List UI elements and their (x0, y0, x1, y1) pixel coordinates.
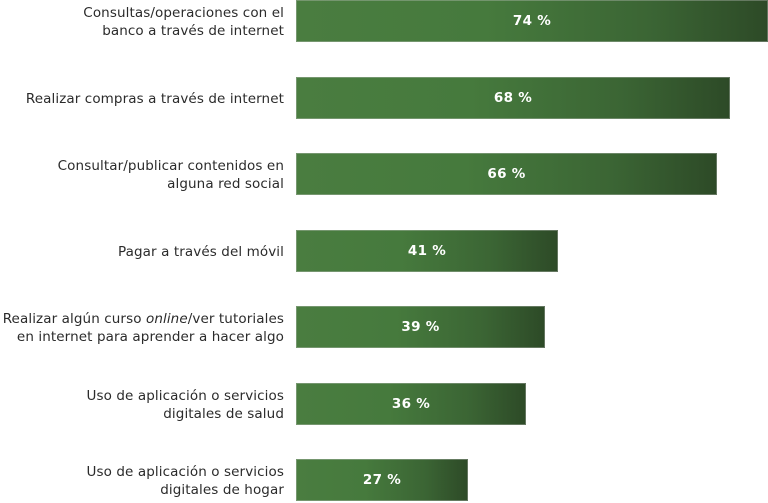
label-line: Realizar compras a través de internet (25, 90, 284, 107)
bar: 36 % (296, 383, 526, 425)
category-label: Pagar a través del móvil (0, 230, 284, 273)
label-text: /ver tutoriales (187, 310, 284, 327)
bar: 74 % (296, 0, 768, 42)
bar: 68 % (296, 77, 730, 119)
chart-row: Consultar/publicar contenidos en alguna r… (0, 153, 768, 196)
value-label: 74 % (512, 13, 552, 29)
label-line: en internet para aprender a hacer algo (16, 328, 284, 345)
bar: 39 % (296, 306, 545, 348)
chart-row: Uso de aplicación o servicios digitales d… (0, 459, 768, 502)
label-line: banco a través de internet (102, 22, 284, 39)
value-label: 66 % (487, 166, 526, 182)
bar: 66 % (296, 153, 717, 195)
label-line: Realizar algún curso online/ver tutorial… (3, 311, 284, 327)
label-line: Uso de aplicación o servicios (86, 463, 284, 480)
chart-row: Realizar algún curso online/ver tutorial… (0, 306, 768, 349)
bar: 27 % (296, 459, 468, 501)
category-label: Uso de aplicación o servicios digitales d… (0, 459, 284, 502)
chart-row: Consultas/operaciones con el banco a trav… (0, 0, 768, 43)
category-label: Uso de aplicación o servicios digitales d… (0, 383, 284, 426)
label-line: alguna red social (167, 175, 284, 192)
label-line: Consultar/publicar contenidos en (57, 157, 284, 174)
label-line: Pagar a través del móvil (117, 243, 284, 260)
label-line: Consultas/operaciones con el (83, 4, 284, 21)
label-line: digitales de hogar (160, 481, 284, 498)
value-label: 27 % (362, 472, 402, 488)
label-line: Uso de aplicación o servicios (86, 387, 284, 404)
label-emphasis: online (145, 310, 188, 327)
chart-row: Realizar compras a través de internet 68… (0, 77, 768, 120)
category-label: Realizar compras a través de internet (0, 77, 284, 120)
category-label: Realizar algún curso online/ver tutorial… (0, 306, 284, 349)
category-label: Consultar/publicar contenidos en alguna r… (0, 153, 284, 196)
category-label: Consultas/operaciones con el banco a trav… (0, 0, 284, 43)
value-label: 39 % (401, 319, 440, 335)
label-text: Realizar algún curso (2, 310, 146, 327)
value-label: 68 % (493, 90, 533, 106)
value-label: 36 % (391, 396, 431, 412)
bar: 41 % (296, 230, 558, 272)
chart-row: Pagar a través del móvil 41 % (0, 230, 768, 273)
chart-row: Uso de aplicación o servicios digitales d… (0, 383, 768, 426)
value-label: 41 % (407, 243, 447, 259)
label-line: digitales de salud (163, 405, 284, 422)
